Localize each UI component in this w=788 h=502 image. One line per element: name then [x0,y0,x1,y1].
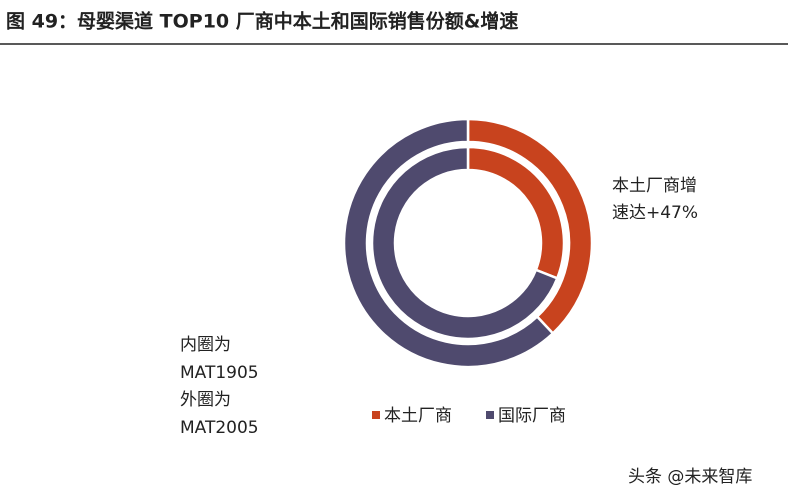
donut-segment [342,117,555,369]
legend-swatch [486,411,494,419]
legend-swatch [372,411,380,419]
watermark: 头条 @未来智库 [628,467,752,487]
legend-label: 本土厂商 [384,406,452,426]
annotation: 本土厂商增 [612,176,697,196]
donut-segment [370,145,559,341]
annotation: MAT2005 [180,418,259,438]
annotation: 速达+47% [612,203,698,223]
annotation: MAT1905 [180,363,259,383]
legend-label: 国际厂商 [498,406,566,426]
annotation: 内圈为 [180,335,231,355]
chart-title: 图 49：母婴渠道 TOP10 厂商中本土和国际销售份额&增速 [6,10,518,33]
annotation: 外圈为 [180,390,231,410]
